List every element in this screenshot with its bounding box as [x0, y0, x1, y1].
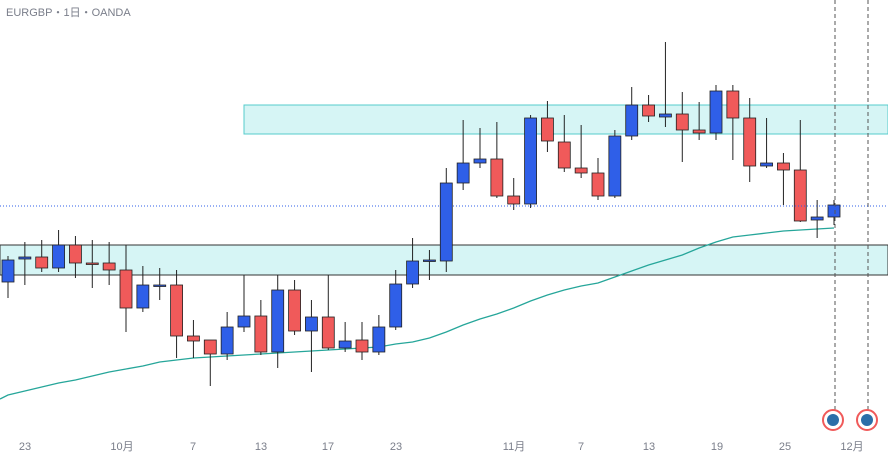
- x-tick-label: 23: [19, 441, 31, 453]
- candle-body: [659, 113, 672, 118]
- x-tick-label: 12月: [840, 441, 863, 453]
- candle-body: [85, 262, 99, 265]
- candle-body: [271, 289, 285, 353]
- candle-body: [777, 162, 790, 171]
- candle-body: [355, 339, 369, 353]
- candle-body: [524, 117, 537, 205]
- candle-body: [338, 340, 352, 349]
- ma-line: [0, 227, 835, 400]
- candle-body: [793, 169, 807, 222]
- candle-body: [574, 167, 588, 174]
- candle-body: [827, 204, 841, 218]
- candle-body: [203, 339, 217, 355]
- x-tick-label: 10月: [110, 441, 133, 453]
- x-tick-label: 23: [390, 441, 402, 453]
- candle-body: [608, 135, 622, 197]
- candle-body: [18, 256, 32, 260]
- zone: [243, 104, 888, 135]
- candle-body: [591, 172, 605, 197]
- candle-body: [321, 316, 335, 349]
- candle-body: [507, 195, 521, 205]
- x-tick-label: 11月: [503, 441, 525, 453]
- moving-average: [0, 227, 835, 400]
- candle-body: [305, 316, 318, 332]
- candle-body: [557, 141, 571, 169]
- candle-body: [52, 244, 65, 269]
- x-tick-label: 25: [779, 441, 791, 453]
- candle-body: [35, 256, 49, 269]
- x-tick-label: 17: [322, 441, 334, 453]
- candle-body: [389, 283, 403, 328]
- candle-body: [692, 129, 706, 134]
- candle-body: [1, 259, 15, 283]
- candle-body: [760, 162, 773, 167]
- chart-title: EURGBP・1日・OANDA: [6, 7, 131, 19]
- candle-body: [69, 244, 82, 264]
- x-tick-label: 7: [578, 441, 584, 453]
- candle-body: [541, 117, 554, 142]
- candle-body: [709, 90, 723, 134]
- candle-body: [423, 259, 436, 262]
- candle-body: [288, 289, 301, 332]
- candle-body: [726, 90, 740, 119]
- candle-body: [220, 326, 234, 355]
- candle-body: [254, 315, 268, 353]
- candle-body: [675, 113, 689, 131]
- candle-body: [642, 104, 655, 117]
- candle-body: [237, 315, 251, 328]
- candles: [1, 42, 841, 386]
- x-tick-label: 13: [643, 441, 655, 453]
- candle-body: [743, 117, 757, 167]
- candle-body: [372, 326, 386, 353]
- candle-body: [490, 158, 504, 197]
- candle-body: [102, 262, 116, 271]
- x-tick-label: 7: [190, 441, 196, 453]
- candle-body: [439, 182, 453, 262]
- x-tick-label: 19: [711, 441, 723, 453]
- candle-body: [136, 284, 150, 309]
- candle-body: [473, 158, 487, 164]
- candle-body: [153, 284, 167, 287]
- candle-body: [119, 269, 133, 309]
- candle-body: [170, 284, 183, 337]
- candle-body: [406, 260, 419, 285]
- event-icon[interactable]: [822, 409, 844, 431]
- candle-body: [456, 162, 470, 184]
- candle-body: [187, 335, 200, 342]
- candle-body: [810, 216, 824, 221]
- event-icon[interactable]: [856, 409, 878, 431]
- x-tick-label: 13: [255, 441, 267, 453]
- candle-body: [625, 104, 639, 137]
